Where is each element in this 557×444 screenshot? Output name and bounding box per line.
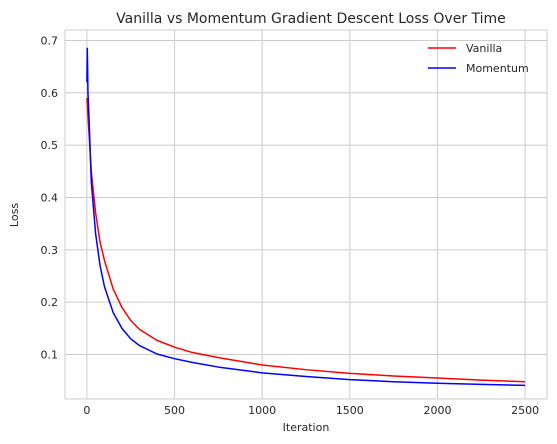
- legend-label-momentum: Momentum: [466, 62, 529, 75]
- x-tick-label: 500: [164, 404, 185, 417]
- x-tick-label: 1000: [248, 404, 276, 417]
- x-tick-labels: 0 500 1000 1500 2000 2500: [83, 404, 539, 417]
- y-tick-label: 0.4: [41, 191, 59, 204]
- series-line-momentum: [86, 47, 526, 387]
- y-axis-label: Loss: [8, 203, 21, 227]
- x-tick-label: 2000: [423, 404, 451, 417]
- y-tick-labels: 0.1 0.2 0.3 0.4 0.5 0.6 0.7: [41, 34, 59, 361]
- y-tick-label: 0.5: [41, 139, 59, 152]
- chart-title: Vanilla vs Momentum Gradient Descent Los…: [116, 11, 506, 27]
- grid-lines: [65, 30, 547, 399]
- y-tick-label: 0.3: [41, 244, 59, 257]
- x-axis-label: Iteration: [283, 421, 330, 434]
- legend: Vanilla Momentum: [428, 42, 529, 75]
- plot-area: [64, 29, 548, 400]
- y-tick-label: 0.7: [41, 34, 59, 47]
- x-tick-label: 2500: [511, 404, 539, 417]
- y-tick-label: 0.2: [41, 296, 59, 309]
- series-lines: [86, 47, 526, 387]
- legend-label-vanilla: Vanilla: [466, 42, 502, 55]
- y-tick-label: 0.6: [41, 87, 59, 100]
- y-tick-label: 0.1: [41, 349, 59, 362]
- series-line-vanilla: [86, 97, 526, 383]
- x-tick-label: 0: [83, 404, 90, 417]
- x-tick-label: 1500: [336, 404, 364, 417]
